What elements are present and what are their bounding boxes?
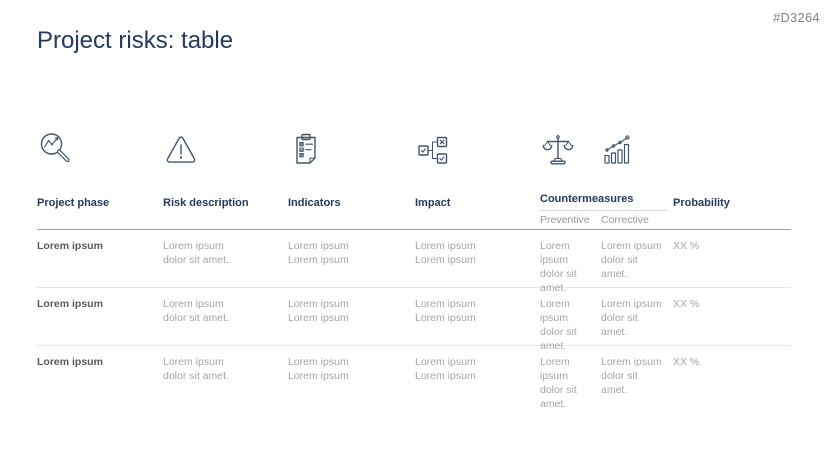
cell-risk-description: Lorem ipsum dolor sit amet. (163, 240, 229, 266)
icon-row (37, 128, 791, 168)
table-row: Lorem ipsum Lorem ipsum dolor sit amet. … (37, 346, 791, 410)
slide-id: #D3264 (773, 11, 820, 25)
cell-impact: Lorem ipsum Lorem ipsum (415, 240, 476, 266)
cell-probability: XX % (673, 356, 700, 368)
cell-indicators: Lorem ipsum Lorem ipsum (288, 240, 349, 266)
cell-indicators: Lorem ipsum Lorem ipsum (288, 298, 349, 324)
bar-chart-icon (601, 130, 673, 168)
cell-preventive: Lorem ipsum dolor sit amet. (540, 298, 577, 352)
cell-preventive: Lorem ipsum dolor sit amet. (540, 240, 577, 294)
cell-corrective: Lorem ipsum dolor sit amet. (601, 356, 662, 396)
table-row: Lorem ipsum Lorem ipsum dolor sit amet. … (37, 288, 791, 352)
cell-probability: XX % (673, 240, 700, 252)
page-title: Project risks: table (37, 27, 234, 54)
cell-impact: Lorem ipsum Lorem ipsum (415, 356, 476, 382)
table-row: Lorem ipsum Lorem ipsum dolor sit amet. … (37, 230, 791, 294)
column-header-probability: Probability (673, 197, 730, 209)
cell-impact: Lorem ipsum Lorem ipsum (415, 298, 476, 324)
cell-risk-description: Lorem ipsum dolor sit amet. (163, 356, 229, 382)
column-header-project-phase: Project phase (37, 197, 110, 209)
clipboard-checklist-icon (288, 130, 415, 168)
cell-preventive: Lorem ipsum dolor sit amet. (540, 356, 577, 410)
magnifier-chart-icon (37, 130, 163, 168)
subcolumn-header-corrective: Corrective (601, 214, 649, 226)
subcolumn-header-preventive: Preventive (540, 214, 590, 226)
cell-project-phase: Lorem ipsum (37, 356, 103, 368)
cell-project-phase: Lorem ipsum (37, 298, 103, 310)
cell-probability: XX % (673, 298, 700, 310)
cell-corrective: Lorem ipsum dolor sit amet. (601, 298, 662, 338)
column-header-countermeasures: Countermeasures (540, 192, 667, 211)
warning-triangle-icon (163, 130, 288, 168)
column-header-risk-description: Risk description (163, 197, 249, 209)
column-header-indicators: Indicators (288, 197, 341, 209)
balance-scale-icon (540, 130, 601, 168)
table-subheader-row: Preventive Corrective (37, 211, 791, 230)
cell-risk-description: Lorem ipsum dolor sit amet. (163, 298, 229, 324)
cell-corrective: Lorem ipsum dolor sit amet. (601, 240, 662, 280)
cell-project-phase: Lorem ipsum (37, 240, 103, 252)
column-header-impact: Impact (415, 197, 451, 209)
decision-flowchart-icon (415, 130, 540, 168)
cell-indicators: Lorem ipsum Lorem ipsum (288, 356, 349, 382)
risk-table: Project phase Risk description Indicator… (37, 128, 791, 410)
table-header-row: Project phase Risk description Indicator… (37, 192, 791, 211)
